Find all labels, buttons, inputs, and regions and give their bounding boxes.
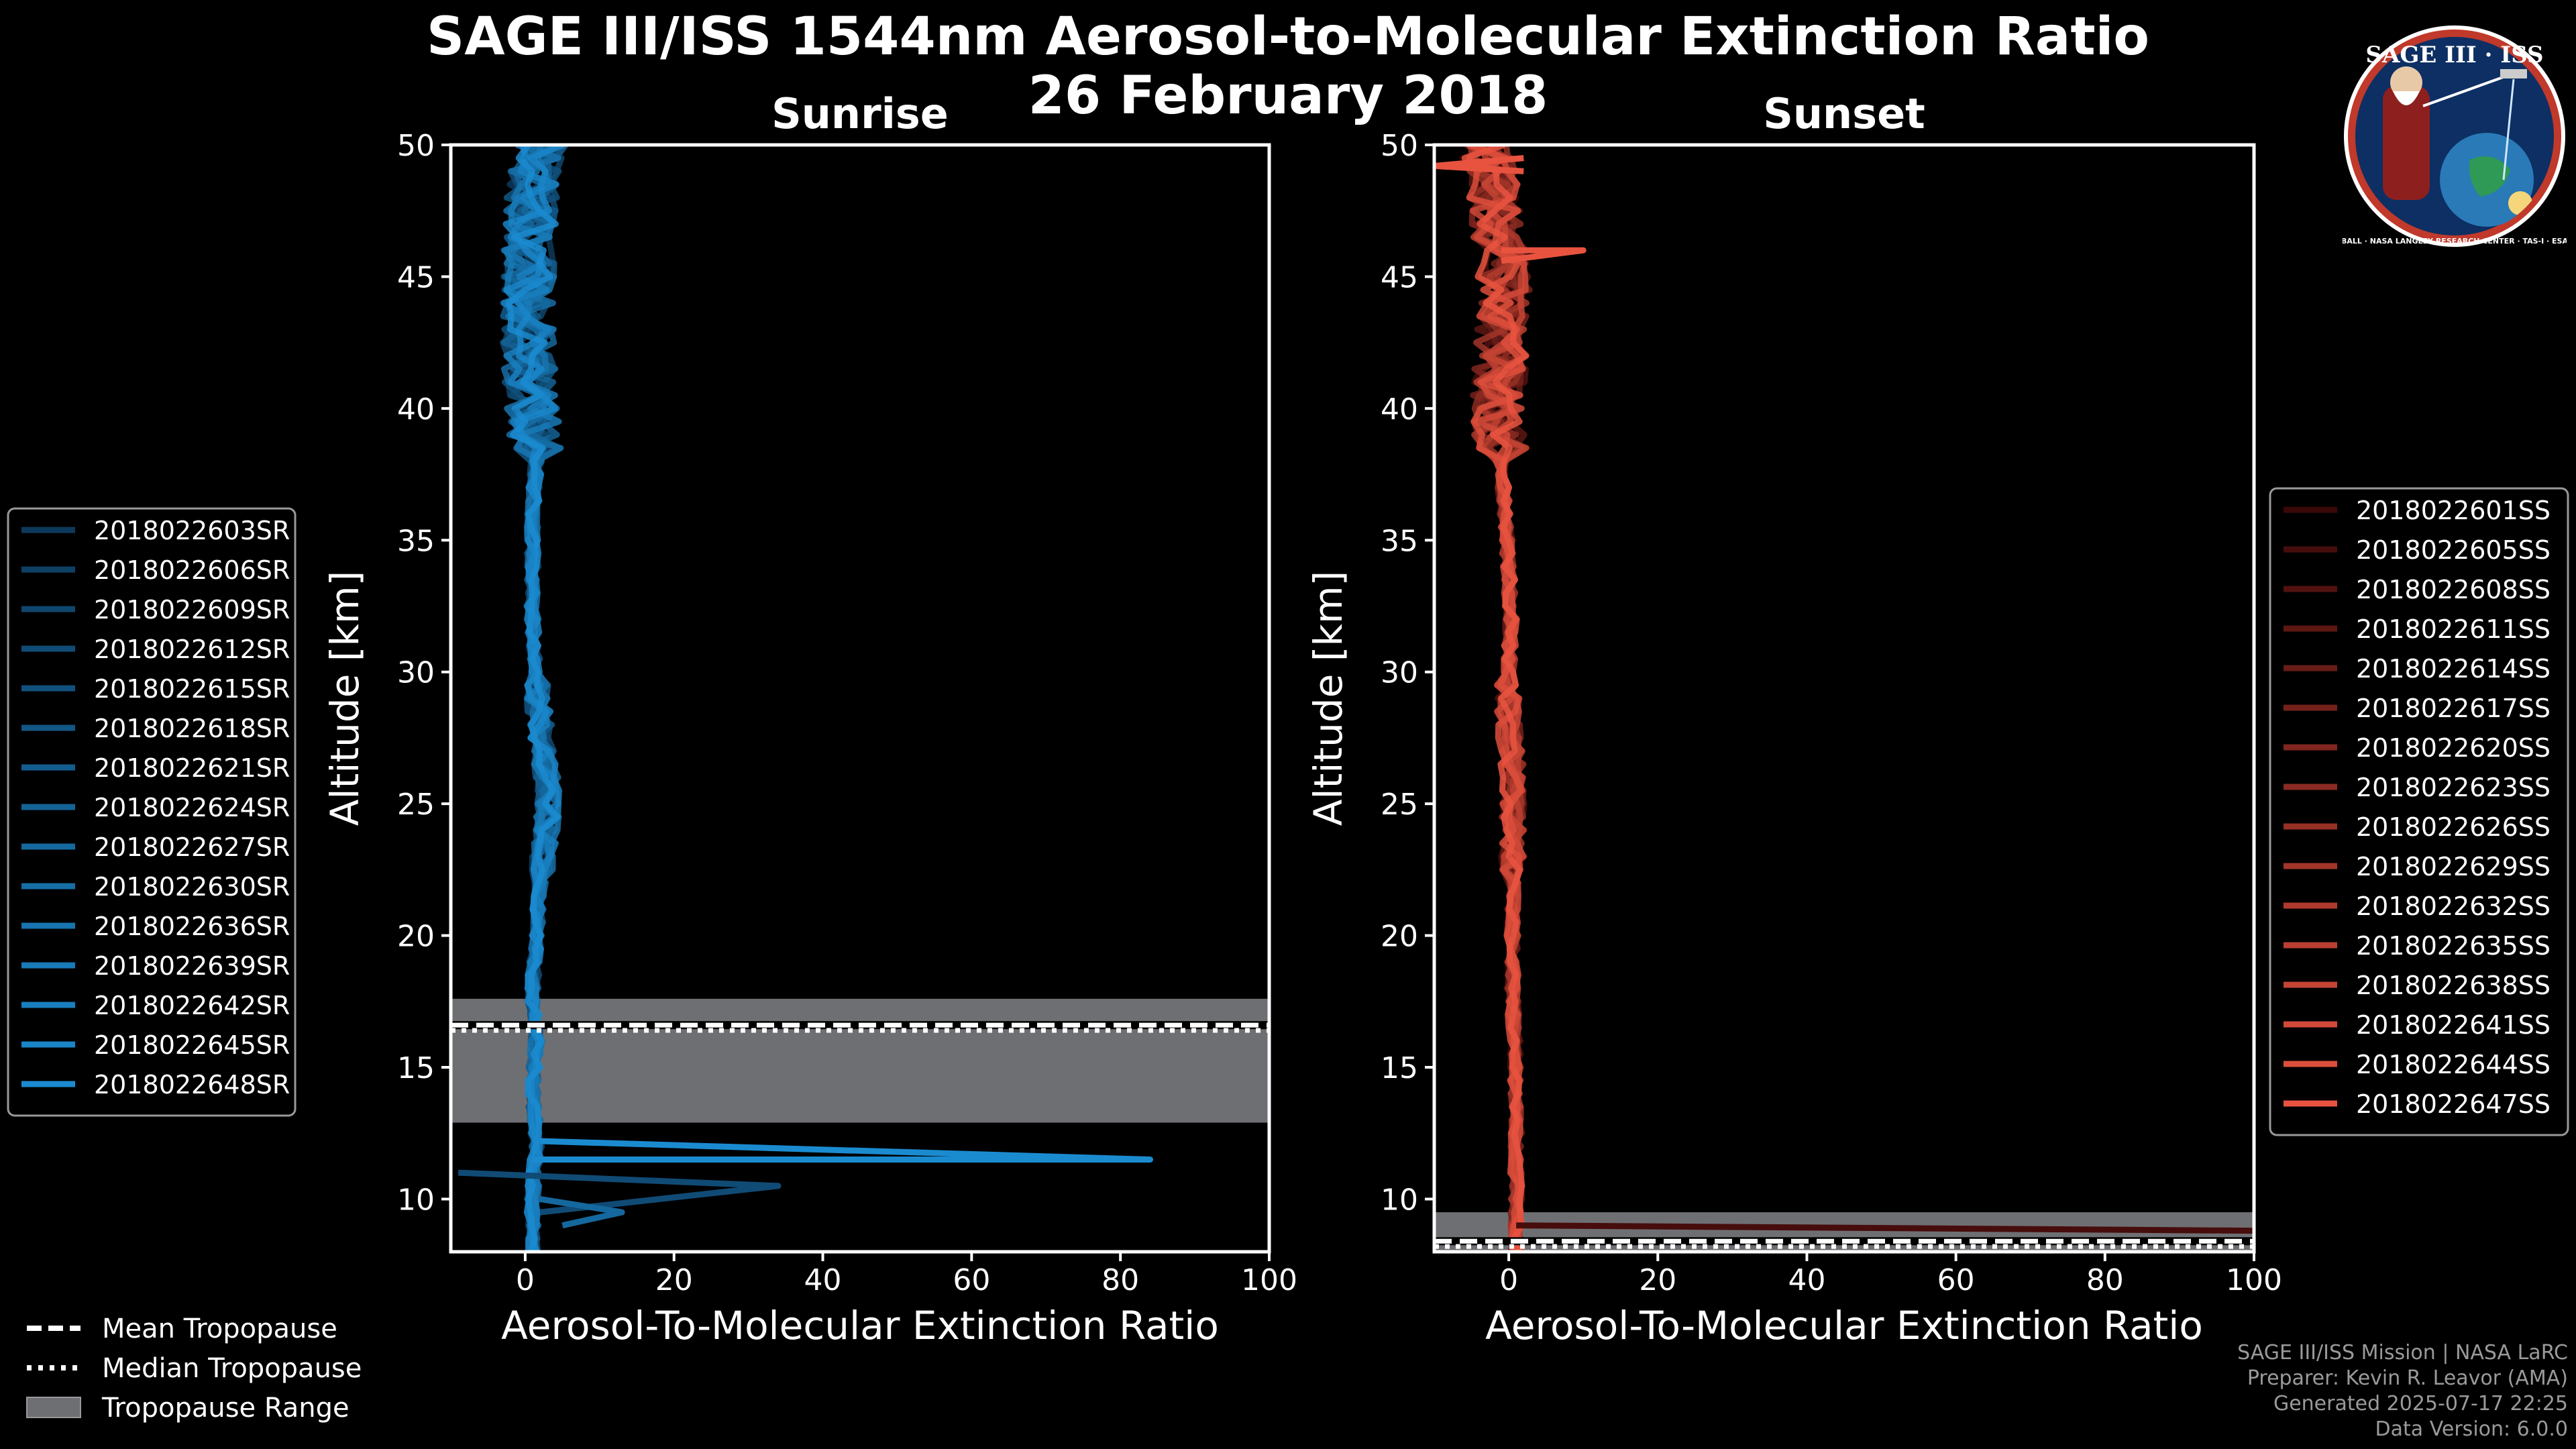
legend-tropopause-label-1: Median Tropopause: [102, 1353, 362, 1384]
sunrise-legend-label: 2018022630SR: [94, 872, 290, 902]
sunset-xtick-label: 20: [1639, 1263, 1676, 1297]
sunrise-legend-label: 2018022642SR: [94, 991, 290, 1020]
sunset-legend-label: 2018022614SS: [2356, 654, 2551, 684]
sunset-legend-label: 2018022601SS: [2356, 496, 2551, 525]
sunset-legend-box: [2269, 487, 2569, 1136]
sunset-title: Sunset: [1763, 89, 1925, 138]
sunrise-legend-label: 2018022618SR: [94, 714, 290, 743]
sunset-xtick-label: 60: [1937, 1263, 1975, 1297]
sunset-legend-label: 2018022626SS: [2356, 812, 2551, 842]
sunset-spike-0: [1516, 1222, 2254, 1234]
sunset-legend-label: 2018022605SS: [2356, 535, 2551, 565]
sunset-ytick-label: 25: [1381, 788, 1418, 822]
sunset-legend-label: 2018022632SS: [2356, 892, 2551, 921]
figure-date: 26 February 2018: [1028, 66, 1548, 126]
sunrise-xtick-label: 20: [655, 1263, 693, 1297]
sunrise-legend-label: 2018022627SR: [94, 833, 290, 862]
sunset-legend-label: 2018022629SS: [2356, 852, 2551, 881]
sunrise-legend-label: 2018022603SR: [94, 516, 290, 545]
sunrise-xtick-label: 80: [1102, 1263, 1139, 1297]
sunrise-ylabel: Altitude [km]: [322, 571, 368, 826]
sunset-profile-2018022647SS: [1461, 145, 1529, 1252]
sunrise-title: Sunrise: [771, 89, 949, 138]
badge-title: SAGE III · ISS: [2365, 42, 2543, 68]
credits-version: Data Version: 6.0.0: [2375, 1417, 2568, 1441]
sunset-xtick-label: 80: [2086, 1263, 2124, 1297]
sunset-ytick-label: 20: [1381, 920, 1418, 954]
sunrise-spike-2: [539, 1195, 625, 1229]
sunset-legend-label: 2018022638SS: [2356, 971, 2551, 1000]
sunrise-tropopause-range: [451, 998, 1269, 1123]
sunrise-legend-label: 2018022624SR: [94, 793, 290, 822]
sunrise-profile-2018022648SR: [506, 145, 561, 1252]
sunset-legend-label: 2018022608SS: [2356, 575, 2551, 604]
legend-tropopause-label-0: Mean Tropopause: [102, 1313, 337, 1344]
sunrise-ytick-label: 10: [397, 1183, 435, 1217]
sunset-ylabel: Altitude [km]: [1305, 571, 1351, 826]
sunset-ytick-label: 35: [1381, 524, 1418, 558]
sunrise-legend-label: 2018022612SR: [94, 635, 290, 664]
legend-tropopause-range-swatch: [26, 1397, 81, 1418]
sunrise-profiles: [458, 145, 1153, 1252]
sunrise-ytick-label: 15: [397, 1051, 435, 1085]
sunrise-legend-label: 2018022639SR: [94, 951, 290, 981]
sunset-legend-label: 2018022611SS: [2356, 614, 2551, 644]
sunset-plot-frame: [1432, 143, 2256, 1254]
sunrise-legend-label: 2018022636SR: [94, 912, 290, 941]
sunset-xtick-label: 100: [2226, 1263, 2282, 1297]
sunrise-plot-frame: [449, 143, 1271, 1254]
sunrise-legend-box: [7, 507, 297, 1117]
sunrise-ytick-label: 40: [397, 392, 435, 427]
sunrise-ytick-label: 50: [397, 129, 435, 163]
sunset-xtick-label: 40: [1788, 1263, 1825, 1297]
sunset-xlabel: Aerosol-To-Molecular Extinction Ratio: [1485, 1303, 2203, 1348]
credits-generated: Generated 2025-07-17 22:25: [2273, 1392, 2568, 1415]
sunrise-ytick-label: 30: [397, 656, 435, 690]
sage-mission-badge: SAGE III · ISS BALL · NASA LANGLEY RESEA…: [2341, 12, 2568, 260]
legend-tropopause-label-2: Tropopause Range: [101, 1393, 350, 1424]
sunrise-ytick-label: 35: [397, 524, 435, 558]
sunset-legend-label: 2018022635SS: [2356, 931, 2551, 961]
sunrise-ytick-label: 25: [397, 788, 435, 822]
sunset-ytick-label: 10: [1381, 1183, 1418, 1217]
sunrise-legend-label: 2018022609SR: [94, 595, 290, 625]
sunrise-legend-label: 2018022606SR: [94, 555, 290, 585]
figure-title: SAGE III/ISS 1544nm Aerosol-to-Molecular…: [427, 7, 2149, 67]
sunrise-spike-1: [458, 1169, 782, 1216]
sunrise-xtick-label: 100: [1241, 1263, 1297, 1297]
sunrise-xtick-label: 40: [804, 1263, 842, 1297]
sunrise-xtick-label: 0: [516, 1263, 535, 1297]
credits-preparer: Preparer: Kevin R. Leavor (AMA): [2247, 1366, 2568, 1390]
sunset-legend-label: 2018022644SS: [2356, 1050, 2551, 1079]
credits: SAGE III/ISS Mission | NASA LaRC Prepare…: [2237, 1340, 2568, 1442]
sunrise-legend-label: 2018022648SR: [94, 1070, 290, 1099]
credits-mission: SAGE III/ISS Mission | NASA LaRC: [2237, 1341, 2568, 1364]
sunset-legend-label: 2018022620SS: [2356, 733, 2551, 763]
sunrise-ytick-label: 45: [397, 260, 435, 294]
badge-partners: BALL · NASA LANGLEY RESEARCH CENTER · TA…: [2343, 237, 2567, 246]
sunset-ytick-label: 30: [1381, 656, 1418, 690]
sunset-legend-label: 2018022641SS: [2356, 1010, 2551, 1040]
sunrise-legend-label: 2018022615SR: [94, 674, 290, 704]
sunset-ytick-label: 40: [1381, 392, 1418, 427]
sunrise-xtick-label: 60: [953, 1263, 990, 1297]
sunset-legend-label: 2018022647SS: [2356, 1089, 2551, 1119]
sunset-ytick-label: 15: [1381, 1051, 1418, 1085]
sunrise-legend-label: 2018022645SR: [94, 1030, 290, 1060]
sunset-ytick-label: 45: [1381, 260, 1418, 294]
sunset-xtick-label: 0: [1499, 1263, 1518, 1297]
sunset-legend-label: 2018022617SS: [2356, 694, 2551, 723]
sunset-spike-2: [1434, 155, 1524, 174]
sunrise-ytick-label: 20: [397, 920, 435, 954]
sunrise-spike-0: [533, 1138, 1153, 1163]
sunset-legend-label: 2018022623SS: [2356, 773, 2551, 802]
sunrise-legend-label: 2018022621SR: [94, 753, 290, 783]
sunset-profiles: [1434, 145, 2254, 1252]
sunset-spike-1: [1501, 247, 1587, 264]
sunrise-xlabel: Aerosol-To-Molecular Extinction Ratio: [501, 1303, 1219, 1348]
sunset-ytick-label: 50: [1381, 129, 1418, 163]
